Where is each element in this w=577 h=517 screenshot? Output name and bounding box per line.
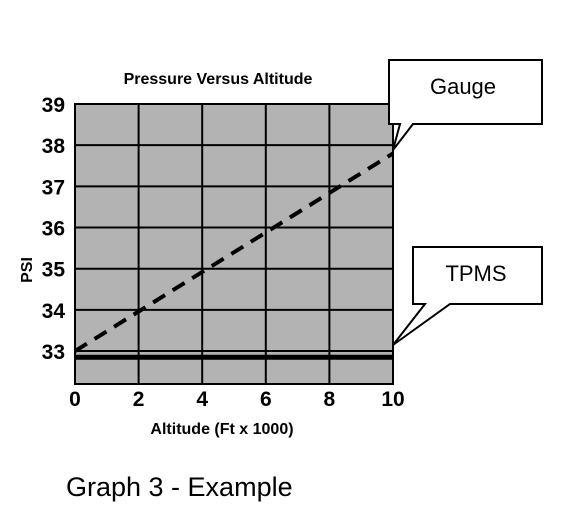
x-tick-label: 4 [196, 388, 208, 411]
y-tick-label: 37 [42, 176, 65, 199]
x-tick-label: 2 [133, 388, 145, 411]
y-tick-label: 39 [42, 94, 65, 117]
x-tick-label: 6 [260, 388, 272, 411]
grid-lines [75, 104, 393, 384]
y-tick-label: 33 [42, 341, 65, 364]
x-axis-label: Altitude (Ft x 1000) [150, 421, 293, 438]
series-layer [73, 151, 395, 360]
y-tick-label: 38 [42, 135, 66, 158]
y-tick-labels: 33 34 35 36 37 38 39 [42, 94, 66, 364]
tpms-callout-box [392, 246, 543, 346]
gauge-callout-box [388, 59, 543, 151]
plot-area [74, 103, 394, 385]
x-tick-label: 10 [381, 388, 404, 411]
tpms-callout-label: TPMS [445, 261, 506, 286]
y-tick-label: 36 [42, 218, 65, 241]
y-tick-label: 34 [42, 300, 66, 323]
y-tick-label: 35 [42, 259, 66, 282]
x-tick-label: 8 [324, 388, 336, 411]
x-tick-labels: 0 2 4 6 8 10 [69, 388, 405, 411]
series-line-gauge [73, 151, 395, 353]
figure-caption: Graph 3 - Example [66, 472, 293, 502]
gauge-callout-label: Gauge [430, 74, 496, 99]
chart-title: Pressure Versus Altitude [124, 71, 313, 88]
x-tick-label: 0 [69, 388, 81, 411]
y-axis-label: PSI [19, 257, 36, 283]
